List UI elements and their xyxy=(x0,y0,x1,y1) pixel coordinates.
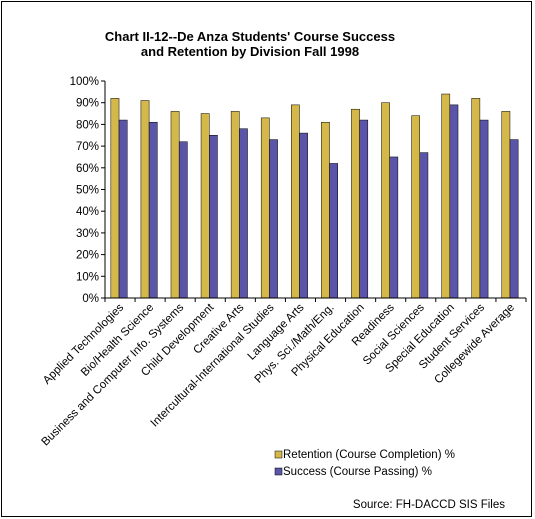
y-tick-label: 40% xyxy=(76,206,99,218)
legend-label-success: Success (Course Passing) % xyxy=(283,466,432,478)
bars xyxy=(110,93,519,299)
y-tick-label: 100% xyxy=(70,76,99,88)
bar-retention xyxy=(200,113,210,299)
bar-success xyxy=(209,135,218,299)
bar-success xyxy=(118,119,128,299)
bar-success xyxy=(329,163,338,299)
legend-swatch-retention xyxy=(274,450,283,459)
y-tick-label: 20% xyxy=(76,250,99,262)
bar-retention xyxy=(411,115,420,299)
source-note: Source: FH-DACCD SIS Files xyxy=(353,499,505,511)
bar-success xyxy=(359,119,369,299)
bar-success xyxy=(178,141,188,299)
bar-success xyxy=(419,152,429,299)
bar-success xyxy=(479,119,489,299)
bar-retention xyxy=(351,108,360,299)
legend-label-retention: Retention (Course Completion) % xyxy=(283,449,455,461)
chart-title: Chart II-12--De Anza Students' Course Su… xyxy=(105,29,395,44)
bar-retention xyxy=(441,93,451,299)
bar-retention xyxy=(381,102,390,299)
x-category-label: Business and Computer Info. Systems xyxy=(40,301,187,448)
bar-success xyxy=(389,156,399,299)
bar-retention xyxy=(140,100,150,299)
bar-retention xyxy=(321,121,330,299)
bar-success xyxy=(509,139,519,299)
bar-success xyxy=(239,128,248,299)
y-tick-label: 70% xyxy=(76,141,99,153)
bar-success xyxy=(269,139,278,299)
bar-retention xyxy=(291,104,300,299)
bar-retention xyxy=(110,98,120,299)
bar-retention xyxy=(471,98,481,299)
y-tick-label: 90% xyxy=(76,98,99,110)
y-tick-label: 50% xyxy=(76,185,99,197)
y-tick-label: 10% xyxy=(76,271,99,283)
y-tick-label: 80% xyxy=(76,119,99,131)
y-tick-label: 30% xyxy=(76,228,99,240)
chart-title-line2: and Retention by Division Fall 1998 xyxy=(141,44,359,59)
y-tick-label: 60% xyxy=(76,163,99,175)
bar-success xyxy=(148,121,158,299)
bar-success xyxy=(449,104,459,299)
y-axis: 0% 10% 20% 30% 40% 50% 60% 70% 80% 90% 100% xyxy=(70,76,106,305)
bar-retention xyxy=(170,111,180,299)
bar-retention xyxy=(501,111,511,299)
bar-retention xyxy=(260,117,270,299)
bar-success xyxy=(299,132,308,299)
legend-swatch-success xyxy=(274,467,283,476)
y-tick-label: 0% xyxy=(82,293,99,305)
bar-retention xyxy=(230,111,240,299)
legend: Retention (Course Completion) % Success … xyxy=(274,449,455,478)
